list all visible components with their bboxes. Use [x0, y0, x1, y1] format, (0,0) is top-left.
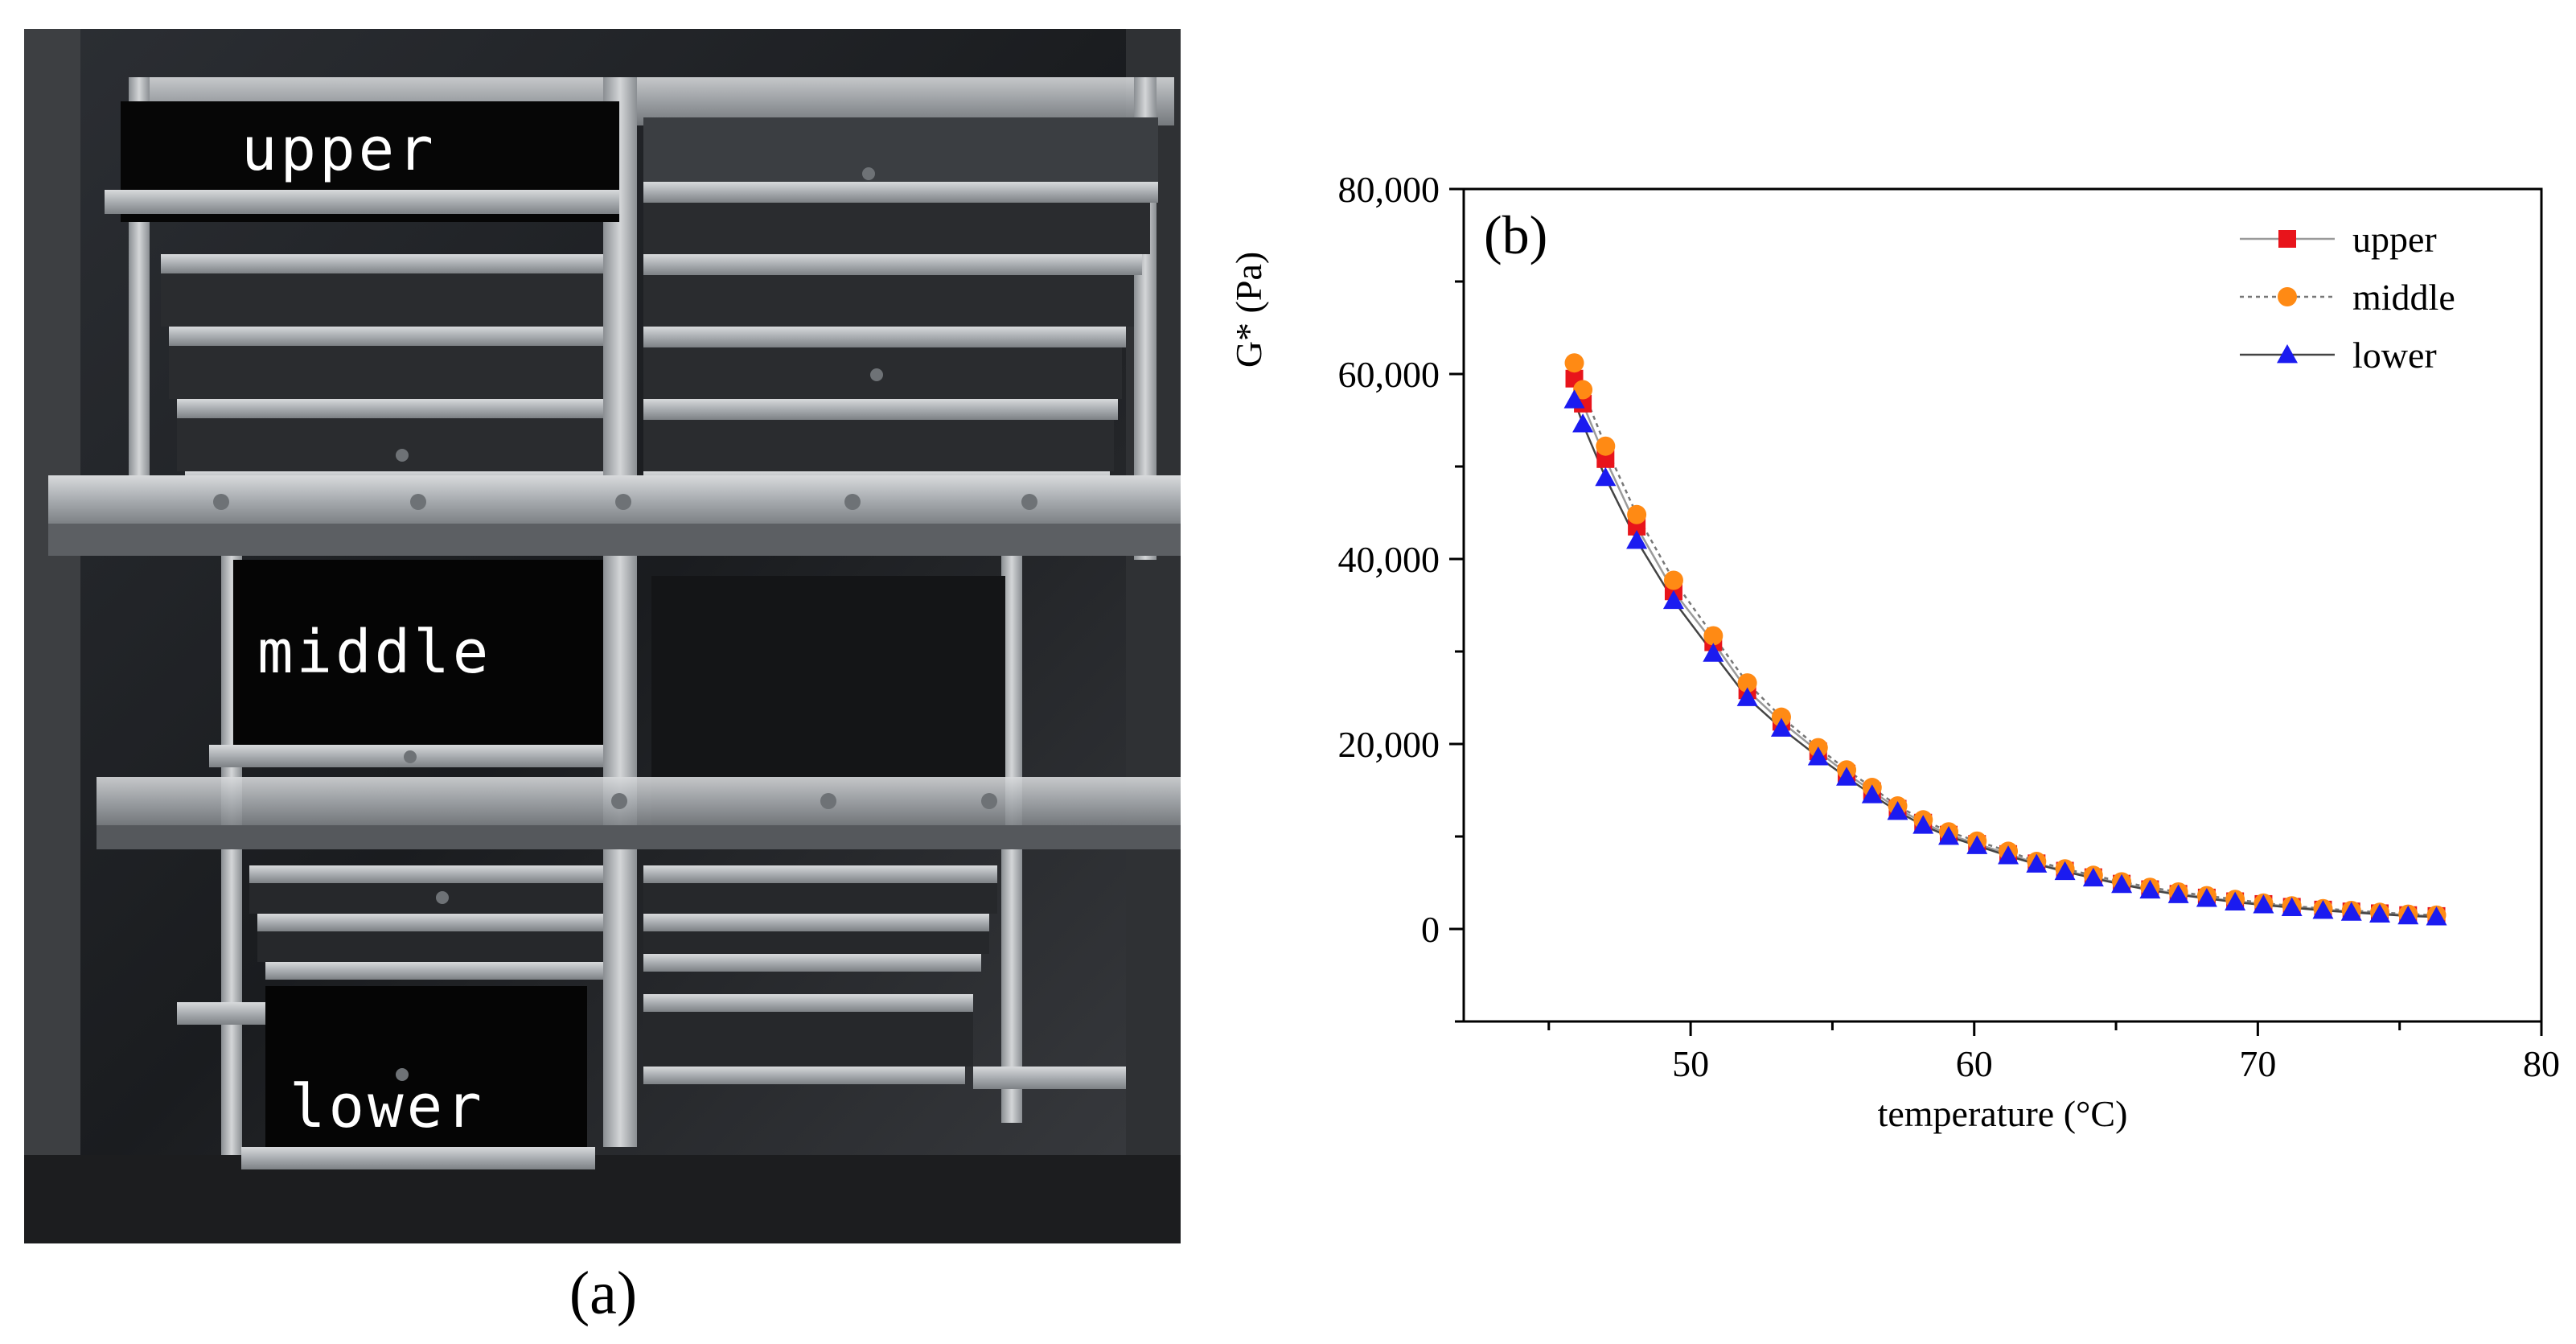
- data-point: [1736, 687, 1758, 706]
- data-point: [1998, 845, 2019, 865]
- data-point: [2340, 902, 2362, 921]
- data-point: [1770, 717, 1792, 737]
- photo-label-upper: upper: [241, 115, 437, 184]
- y-tick-label: 20,000: [1338, 724, 1440, 765]
- legend-marker-upper: [2278, 230, 2296, 248]
- data-point: [2369, 903, 2390, 923]
- x-tick-label: 80: [2523, 1043, 2560, 1084]
- data-point: [1627, 504, 1647, 524]
- data-point: [1836, 767, 1858, 786]
- series-lower: [1573, 399, 2437, 919]
- data-point: [2111, 873, 2133, 894]
- y-tick-label: 40,000: [1338, 539, 1440, 580]
- data-point: [1703, 626, 1723, 646]
- data-point: [1938, 826, 1959, 845]
- data-point: [1703, 643, 1724, 662]
- data-point: [2026, 853, 2048, 873]
- markers-upper: [1565, 369, 2446, 925]
- x-axis-label: temperature (°C): [1878, 1093, 2128, 1134]
- data-point: [1563, 389, 1585, 409]
- markers-lower: [1563, 389, 2447, 926]
- data-point: [2281, 897, 2303, 916]
- data-point: [2397, 905, 2419, 925]
- x-tick-label: 60: [1956, 1043, 1993, 1084]
- markers-middle: [1564, 353, 2447, 925]
- data-point: [2196, 888, 2217, 907]
- data-point: [2312, 900, 2334, 919]
- data-point: [1595, 466, 1617, 487]
- plot-frame: [1462, 187, 2543, 1023]
- series-upper: [1573, 378, 2437, 918]
- x-tick-label: 50: [1672, 1043, 1709, 1084]
- series-layer: [1563, 353, 2447, 926]
- photo-label-lower: lower: [290, 1072, 485, 1141]
- x-tick-label: 70: [2239, 1043, 2276, 1084]
- x-axis: 50 60 70 80: [1547, 1021, 2560, 1084]
- data-point: [1807, 746, 1829, 766]
- legend-marker-middle: [2278, 287, 2297, 306]
- data-point: [1966, 835, 1988, 854]
- data-point: [2225, 891, 2246, 911]
- data-point: [1626, 530, 1648, 549]
- data-point: [1662, 590, 1684, 610]
- y-axis-label: G* (Pa): [1228, 252, 1269, 368]
- legend-label-upper: upper: [2352, 219, 2437, 260]
- data-point: [1737, 673, 1757, 693]
- legend: upper middle lower: [2240, 219, 2455, 376]
- legend-marker-lower: [2277, 344, 2298, 364]
- series-line-upper: [1573, 378, 2437, 918]
- data-point: [1861, 784, 1883, 804]
- data-point: [2054, 861, 2076, 881]
- y-tick-label: 0: [1421, 909, 1440, 950]
- photo-caption: (a): [569, 1260, 638, 1327]
- legend-label-middle: middle: [2352, 277, 2455, 318]
- series-line-lower: [1573, 399, 2437, 919]
- data-point: [1596, 436, 1616, 456]
- photo-label-middle: middle: [257, 618, 491, 687]
- data-point: [2426, 906, 2447, 926]
- y-tick-label: 80,000: [1338, 169, 1440, 210]
- data-point: [2139, 879, 2161, 899]
- data-point: [1573, 380, 1593, 400]
- data-point: [2253, 894, 2274, 914]
- legend-label-lower: lower: [2352, 335, 2437, 376]
- modulus-temperature-chart: 50 60 70 80 0 20,000 40,000 60,000 80,000 (b) t…: [1228, 169, 2560, 1134]
- chart-panel: 50 60 70 80 0 20,000 40,000 60,000 80,000 (b) t…: [1206, 129, 2566, 1190]
- data-point: [1887, 800, 1908, 820]
- data-point: [2082, 867, 2104, 887]
- data-point: [1663, 570, 1683, 590]
- drying-rack-image: upper middle lower: [24, 29, 1181, 1243]
- panel-label: (b): [1484, 204, 1547, 265]
- drying-rack-photo: upper middle lower: [24, 29, 1181, 1243]
- data-point: [1771, 707, 1791, 727]
- data-point: [1912, 815, 1934, 834]
- y-axis: 0 20,000 40,000 60,000 80,000: [1338, 169, 1464, 1023]
- data-point: [1572, 413, 1594, 433]
- y-tick-label: 60,000: [1338, 354, 1440, 395]
- data-point: [2167, 884, 2189, 903]
- data-point: [1564, 353, 1584, 373]
